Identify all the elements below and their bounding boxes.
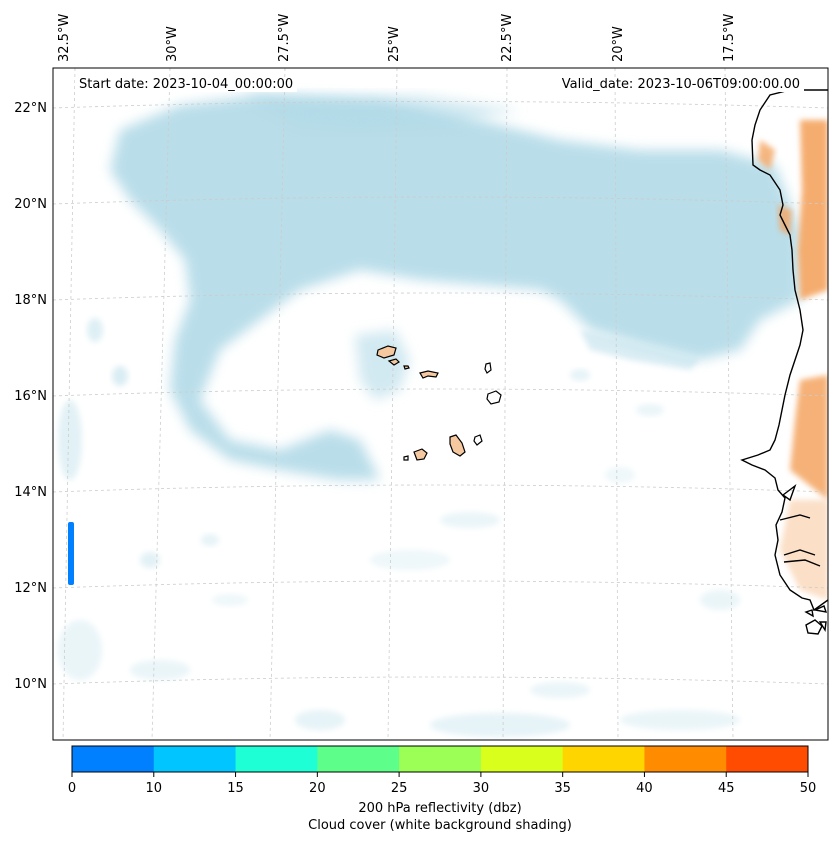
island-sao-vicente: [387, 358, 400, 366]
colorbar-frame: [71, 745, 809, 773]
colorbar-tick-label: 20: [309, 781, 326, 796]
african-coastline: [740, 89, 828, 635]
colorbar-tick-label: 35: [554, 781, 571, 796]
gridlines: [53, 68, 828, 740]
lon-label-20w: 20°W: [611, 26, 626, 62]
cloud-cover-shading: [58, 95, 800, 737]
colorbar-bin: [235, 746, 318, 772]
lat-label-20n: 20°N: [14, 197, 47, 212]
lon-label-17-5w: 17.5°W: [722, 14, 737, 62]
island-boa-vista: [486, 390, 502, 405]
start-date-label: Start date: 2023-10-04_00:00:00: [75, 77, 298, 92]
colorbar-tick-label: 50: [800, 781, 817, 796]
lat-label-10n: 10°N: [14, 677, 47, 692]
land-shading: [758, 120, 828, 600]
longitude-labels: 32.5°W 30°W 27.5°W 25°W 22.5°W 20°W 17.5…: [57, 14, 737, 62]
colorbar-bin: [399, 746, 482, 772]
colorbar-bin: [726, 746, 809, 772]
island-sal: [484, 362, 492, 374]
valid-date-label: Valid_date: 2023-10-06T09:00:00.00: [557, 77, 804, 92]
colorbar-tick-label: 15: [227, 781, 244, 796]
colorbar-tick-label: 10: [146, 781, 163, 796]
colorbar-bin: [153, 746, 237, 772]
colorbar-tick-label: 30: [473, 781, 490, 796]
cape-verde-islands: [376, 345, 502, 461]
island-brava: [403, 455, 409, 461]
colorbar-bin: [317, 746, 400, 772]
island-santo-antao: [376, 345, 397, 359]
colorbar-bin: [480, 746, 564, 772]
colorbar: [72, 746, 809, 772]
colorbar-tick-label: 45: [718, 781, 735, 796]
island-santa-luzia: [403, 365, 410, 370]
colorbar-label-cloud-cover: Cloud cover (white background shading): [308, 818, 572, 833]
colorbar-tick-label: 40: [636, 781, 653, 796]
island-maio: [473, 434, 483, 446]
colorbar-tick-label: 25: [391, 781, 408, 796]
colorbar-bin: [562, 746, 645, 772]
colorbar-bin: [644, 746, 727, 772]
lon-label-32-5w: 32.5°W: [57, 14, 72, 62]
lon-label-22-5w: 22.5°W: [500, 14, 515, 62]
lon-label-25w: 25°W: [387, 26, 402, 62]
lon-label-30w: 30°W: [165, 26, 180, 62]
lat-label-18n: 18°N: [14, 293, 47, 308]
reflectivity-spot: [68, 522, 74, 585]
colorbar-label-reflectivity: 200 hPa reflectivity (dbz): [358, 801, 522, 816]
lon-label-27-5w: 27.5°W: [277, 14, 292, 62]
island-fogo: [413, 448, 428, 461]
colorbar-bin: [72, 746, 155, 772]
map-frame: [52, 67, 829, 741]
island-santiago: [449, 434, 466, 457]
lat-label-14n: 14°N: [14, 485, 47, 500]
latitude-labels: 22°N 20°N 18°N 16°N 14°N 12°N 10°N: [14, 101, 47, 692]
lat-label-22n: 22°N: [14, 101, 47, 116]
island-sao-nicolau: [419, 370, 439, 379]
colorbar-ticks: 0 10 15 20 25 30 35 40 45 50: [68, 772, 816, 796]
lat-label-16n: 16°N: [14, 389, 47, 404]
colorbar-tick-label: 0: [68, 781, 76, 796]
lat-label-12n: 12°N: [14, 581, 47, 596]
